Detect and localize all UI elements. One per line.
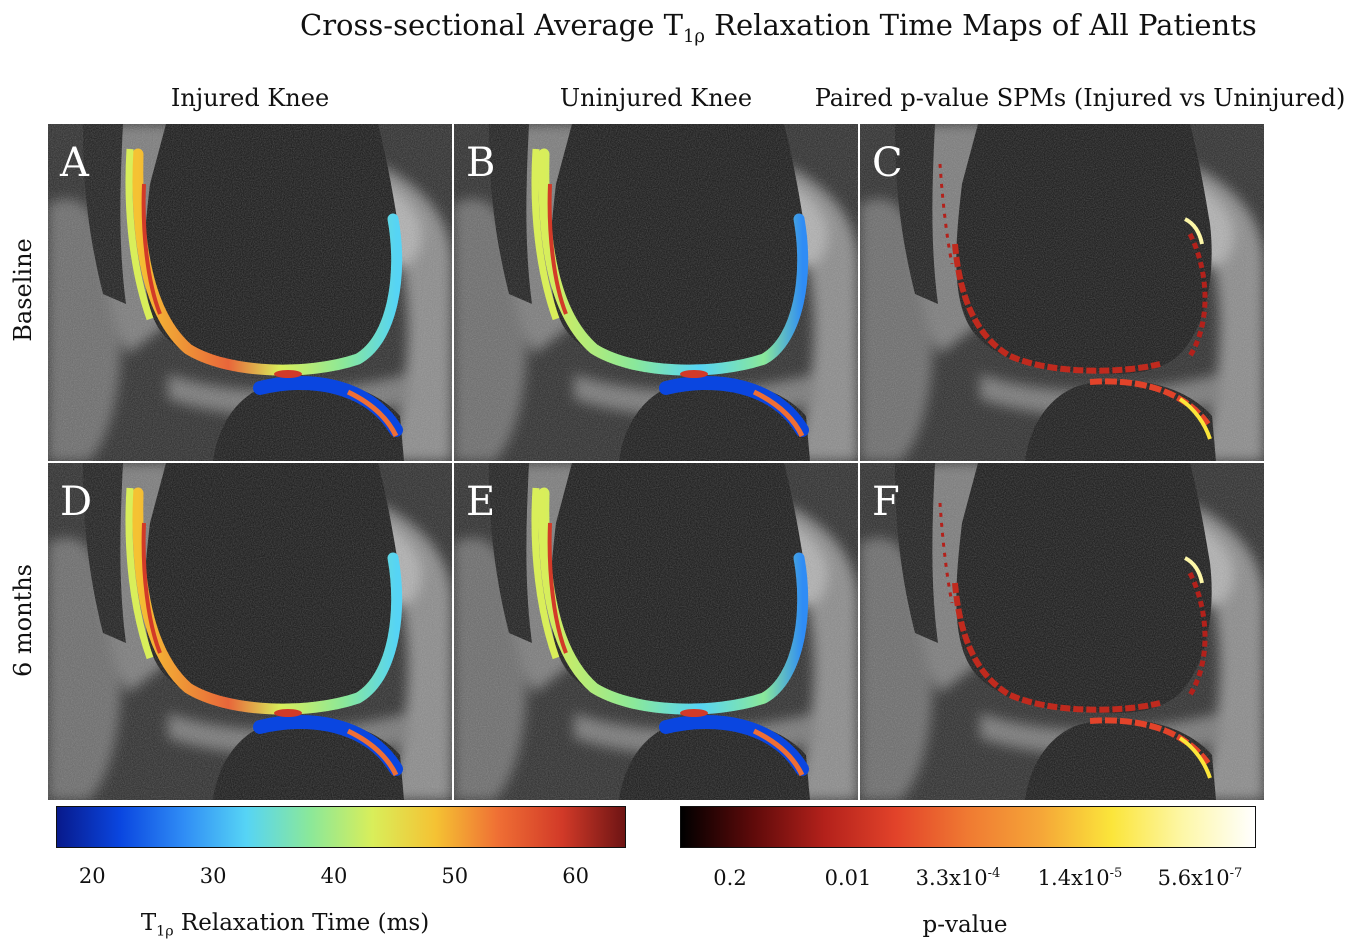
figure-title: Cross-sectional Average T1ρ Relaxation T… <box>300 8 1257 47</box>
row-label-baseline: Baseline <box>9 238 37 342</box>
row-label-6-months: 6 months <box>9 564 37 677</box>
pvalue-colorbar-label: p-value <box>922 912 1008 938</box>
t1rho-colorbar <box>56 806 626 848</box>
pvalue-colorbar <box>680 806 1256 848</box>
panel-letter: F <box>872 479 900 525</box>
t1rho-tick-label: 30 <box>199 864 227 888</box>
column-label-uninjured: Uninjured Knee <box>559 84 753 112</box>
mri-image <box>454 124 858 461</box>
panel-b-uninjured-baseline: B <box>454 124 858 461</box>
panel-d-injured-6-months: D <box>48 463 452 800</box>
pvalue-tick-label: 0.2 <box>713 866 747 890</box>
panel-letter: E <box>466 479 496 525</box>
pvalue-tick-label: 5.6x10-7 <box>1157 866 1243 890</box>
panel-letter: C <box>872 140 903 186</box>
panel-c-pvalue-baseline: C <box>860 124 1264 461</box>
mri-image <box>860 124 1264 461</box>
t1rho-colorbar-label: T1ρ Relaxation Time (ms) <box>140 910 430 940</box>
mri-image <box>860 463 1264 800</box>
t1rho-tick-label: 50 <box>441 864 469 888</box>
panel-letter: B <box>466 140 496 186</box>
panel-a-injured-baseline: A <box>48 124 452 461</box>
mri-image <box>454 463 858 800</box>
column-label-injured: Injured Knee <box>170 84 330 112</box>
t1rho-tick-label: 60 <box>562 864 590 888</box>
pvalue-tick-label: 3.3x10-4 <box>915 866 1001 890</box>
panel-f-pvalue-6-months: F <box>860 463 1264 800</box>
mri-image <box>48 463 452 800</box>
mri-image <box>48 124 452 461</box>
t1rho-tick-label: 40 <box>320 864 348 888</box>
pvalue-tick-label: 0.01 <box>824 866 872 890</box>
panel-e-uninjured-6-months: E <box>454 463 858 800</box>
panel-letter: A <box>60 140 89 186</box>
column-label-pvalue: Paired p-value SPMs (Injured vs Uninjure… <box>814 84 1346 112</box>
t1rho-tick-label: 20 <box>78 864 106 888</box>
panel-letter: D <box>60 479 93 525</box>
pvalue-tick-label: 1.4x10-5 <box>1037 866 1123 890</box>
